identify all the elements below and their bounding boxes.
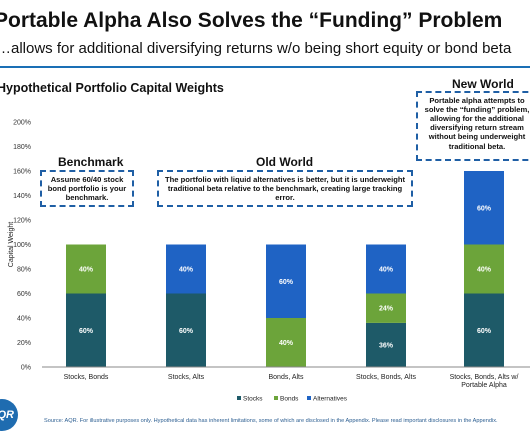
source-footnote: Source: AQR. For illustrative purposes o… — [44, 418, 498, 424]
slide-subtitle: …allows for additional diversifying retu… — [0, 40, 512, 57]
bar-data-label: 60% — [179, 328, 194, 335]
bar-bonds — [464, 244, 504, 294]
bar-data-label: 40% — [477, 267, 492, 274]
group-label-benchmark: Benchmark — [58, 155, 124, 169]
bar-alternatives — [366, 244, 406, 294]
x-category-label: Portable Alpha — [461, 382, 507, 389]
x-category-label: Stocks, Bonds, Alts w/ — [450, 374, 519, 381]
bar-data-label: 24% — [379, 306, 394, 313]
chart-title: Hypothetical Portfolio Capital Weights — [0, 81, 224, 95]
y-tick-label: 200% — [13, 120, 31, 127]
callout-new-world: Portable alpha attempts to solve the “fu… — [416, 91, 530, 161]
slide-title: Portable Alpha Also Solves the “Funding”… — [0, 9, 503, 32]
bar-bonds — [66, 244, 106, 294]
y-tick-label: 80% — [17, 267, 31, 274]
callout-benchmark: Assume 60/40 stock bond portfolio is you… — [40, 170, 134, 207]
bar-bonds — [366, 293, 406, 323]
y-tick-label: 160% — [13, 169, 31, 176]
legend-label-alternatives: Alternatives — [313, 396, 348, 403]
x-category-label: Bonds, Alts — [268, 374, 304, 381]
bar-data-label: 40% — [279, 340, 294, 347]
bar-stocks — [166, 293, 206, 367]
y-tick-label: 120% — [13, 218, 31, 225]
bar-data-label: 60% — [79, 328, 94, 335]
x-category-label: Stocks, Bonds, Alts — [356, 374, 416, 381]
bar-bonds — [266, 318, 306, 367]
bar-alternatives — [166, 244, 206, 294]
bar-data-label: 60% — [477, 328, 492, 335]
bar-data-label: 40% — [379, 267, 394, 274]
y-tick-label: 20% — [17, 340, 31, 347]
legend-label-stocks: Stocks — [243, 396, 263, 403]
legend-swatch-stocks — [237, 396, 241, 400]
y-axis-label: Capital Weight — [8, 222, 15, 267]
y-tick-label: 140% — [13, 193, 31, 200]
bar-alternatives — [464, 171, 504, 245]
x-category-label: Stocks, Bonds — [64, 374, 109, 381]
bar-data-label: 60% — [279, 279, 294, 286]
bar-stocks — [66, 293, 106, 367]
y-tick-label: 60% — [17, 291, 31, 298]
legend-label-bonds: Bonds — [280, 396, 299, 403]
callout-old-world: The portfolio with liquid alternatives i… — [157, 170, 413, 207]
bar-data-label: 40% — [79, 267, 94, 274]
y-tick-label: 180% — [13, 144, 31, 151]
title-divider — [0, 66, 530, 68]
y-tick-label: 100% — [13, 242, 31, 249]
group-label-new-world: New World — [452, 77, 514, 91]
bar-stocks — [366, 322, 406, 367]
aqr-logo: AQR — [0, 399, 18, 431]
bar-stocks — [464, 293, 504, 367]
bar-alternatives — [266, 244, 306, 318]
bar-data-label: 60% — [477, 205, 492, 212]
bar-data-label: 36% — [379, 342, 394, 349]
x-category-label: Stocks, Alts — [168, 374, 205, 381]
bar-data-label: 40% — [179, 267, 194, 274]
legend-swatch-alternatives — [307, 396, 311, 400]
group-label-old-world: Old World — [256, 155, 314, 169]
legend-swatch-bonds — [274, 396, 278, 400]
y-tick-label: 0% — [21, 365, 31, 372]
y-tick-label: 40% — [17, 316, 31, 323]
